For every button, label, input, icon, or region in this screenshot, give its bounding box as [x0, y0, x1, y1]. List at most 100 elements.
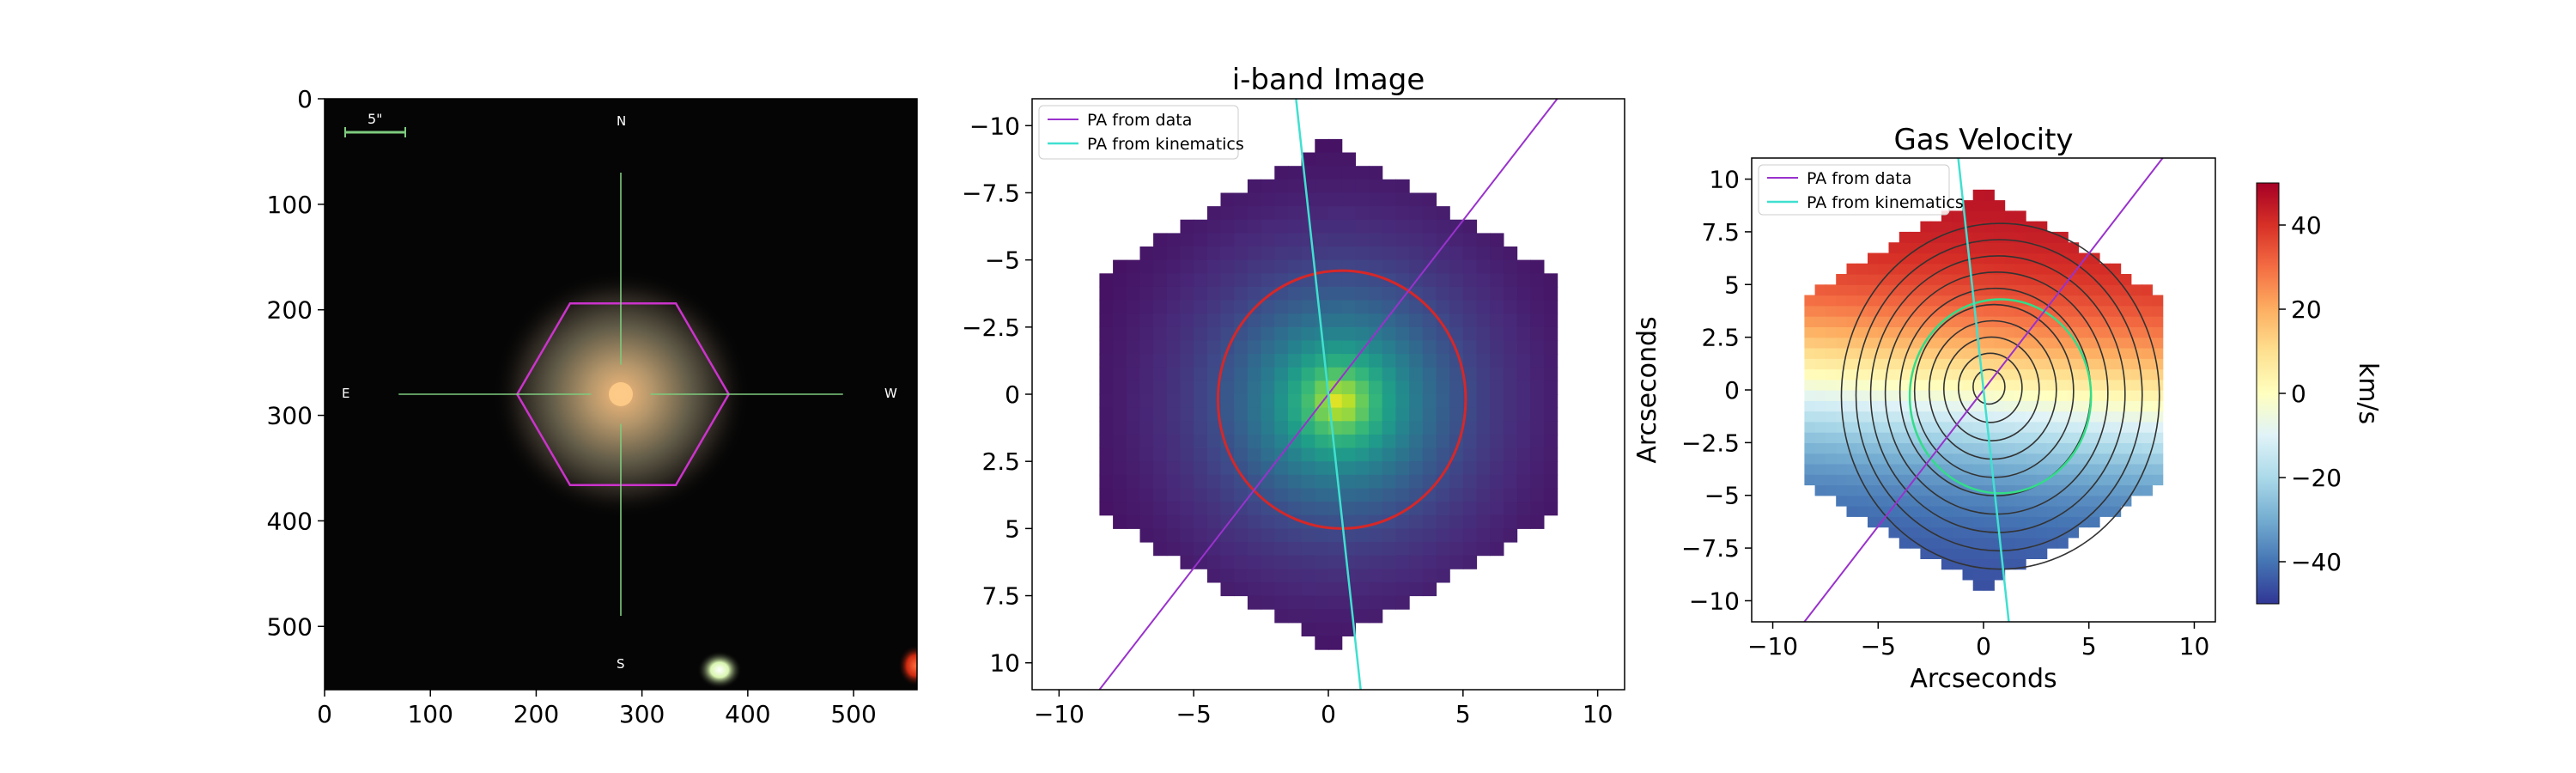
- heatmap-cell: [1247, 461, 1262, 476]
- heatmap-cell: [1972, 548, 1984, 559]
- heatmap-cell: [1962, 379, 1974, 391]
- heatmap-cell: [1899, 263, 1911, 275]
- heatmap-cell: [1166, 421, 1182, 435]
- heatmap-cell: [2068, 305, 2080, 317]
- heatmap-cell: [1846, 284, 1858, 296]
- heatmap-cell: [1261, 326, 1275, 341]
- heatmap-cell: [1369, 581, 1383, 597]
- heatmap-cell: [1436, 340, 1450, 355]
- compass-north: N: [617, 113, 626, 129]
- heatmap-cell: [2152, 442, 2164, 454]
- heatmap-cell: [1449, 259, 1464, 274]
- heatmap-cell: [1836, 316, 1848, 327]
- heatmap-cell: [1436, 206, 1450, 221]
- heatmap-cell: [1409, 192, 1424, 207]
- heatmap-cell: [1355, 488, 1370, 502]
- heatmap-cell: [1825, 421, 1837, 433]
- heatmap-cell: [1328, 138, 1343, 154]
- heatmap-cell: [1166, 502, 1182, 516]
- heatmap-cell: [1328, 152, 1343, 167]
- heatmap-cell: [1543, 380, 1558, 395]
- heatmap-cell: [1878, 379, 1890, 391]
- heatmap-cell: [1369, 233, 1383, 247]
- heatmap-cell: [2026, 337, 2037, 349]
- heatmap-cell: [1139, 300, 1154, 314]
- heatmap-cell: [1301, 528, 1315, 543]
- heatmap-cell: [2036, 253, 2048, 265]
- heatmap-cell: [1355, 354, 1370, 368]
- contour-line: [1928, 320, 2057, 460]
- heatmap-cell: [1941, 379, 1953, 391]
- heatmap-cell: [1503, 407, 1518, 422]
- heatmap-cell: [1878, 263, 1890, 275]
- heatmap-cell: [1301, 394, 1315, 409]
- heatmap-cell: [1247, 179, 1262, 193]
- heatmap-cell: [1476, 474, 1491, 489]
- heatmap-cell: [1476, 259, 1491, 274]
- heatmap-cell: [1301, 474, 1315, 489]
- colorbar-tick-label: −40: [2291, 548, 2342, 576]
- heatmap-cell: [1962, 548, 1974, 559]
- heatmap-cell: [1888, 274, 1900, 285]
- heatmap-cell: [1516, 300, 1531, 314]
- heatmap-cell: [1301, 421, 1315, 435]
- heatmap-cell: [1804, 474, 1816, 486]
- heatmap-cell: [2014, 453, 2026, 465]
- heatmap-cell: [1328, 367, 1343, 381]
- heatmap-cell: [1206, 247, 1222, 261]
- heatmap-cell: [1516, 474, 1531, 489]
- heatmap-cell: [1355, 326, 1370, 341]
- heatmap-cell: [2004, 516, 2016, 528]
- heatmap-cell: [1856, 506, 1868, 517]
- heatmap-cell: [1920, 400, 1932, 412]
- heatmap-cell: [1972, 221, 1984, 233]
- heatmap-cell: [1516, 380, 1531, 395]
- heatmap-cell: [1261, 380, 1275, 395]
- heatmap-cell: [2078, 316, 2090, 327]
- heatmap-cell: [2099, 295, 2111, 307]
- panel-image-cutout: 5" N S E W 0 100 200 300 400 5000100200300400…: [267, 85, 918, 728]
- heatmap-cell: [1355, 300, 1370, 314]
- heatmap-cell: [1804, 337, 1816, 349]
- heatmap-cell: [1994, 516, 2006, 528]
- heatmap-cell: [1261, 569, 1275, 583]
- heatmap-cell: [1153, 273, 1168, 288]
- heatmap-cell: [1409, 340, 1424, 355]
- heatmap-cell: [1234, 394, 1249, 409]
- heatmap-cell: [1846, 484, 1858, 496]
- heatmap-cell: [1166, 273, 1182, 288]
- heatmap-cell: [2004, 432, 2016, 443]
- heatmap-cell: [1261, 447, 1275, 462]
- x-tick-label: 200: [513, 700, 559, 728]
- heatmap-cell: [1180, 434, 1194, 449]
- heatmap-cell: [1543, 340, 1558, 355]
- heatmap-cell: [1301, 300, 1315, 314]
- heatmap-cell: [1274, 407, 1289, 422]
- heatmap-cell: [1846, 263, 1858, 275]
- heatmap-cell: [1355, 247, 1370, 261]
- heatmap-cell: [2057, 326, 2069, 338]
- heatmap-cell: [1139, 394, 1154, 409]
- heatmap-cell: [1994, 305, 2006, 317]
- heatmap-cell: [1247, 407, 1262, 422]
- heatmap-cell: [1234, 569, 1249, 583]
- heatmap-cell: [2068, 347, 2080, 359]
- heatmap-cell: [1449, 300, 1464, 314]
- heatmap-cell: [1220, 421, 1235, 435]
- heatmap-cell: [1962, 326, 1974, 338]
- heatmap-cell: [2057, 495, 2069, 507]
- heatmap-cell: [1395, 354, 1410, 368]
- heatmap-cell: [1878, 421, 1890, 433]
- heatmap-cell: [2004, 253, 2016, 265]
- heatmap-cell: [1941, 558, 1953, 570]
- heatmap-cell: [2046, 379, 2058, 391]
- heatmap-cell: [2130, 284, 2142, 296]
- heatmap-cell: [1462, 340, 1478, 355]
- heatmap-cell: [1962, 368, 1974, 380]
- colorbar-tick-label: 20: [2291, 295, 2322, 324]
- heatmap-cell: [1878, 463, 1890, 475]
- heatmap-cell: [1328, 192, 1343, 207]
- heatmap-cell: [2004, 558, 2016, 570]
- heatmap-cell: [1899, 474, 1911, 486]
- heatmap-cell: [1804, 463, 1816, 475]
